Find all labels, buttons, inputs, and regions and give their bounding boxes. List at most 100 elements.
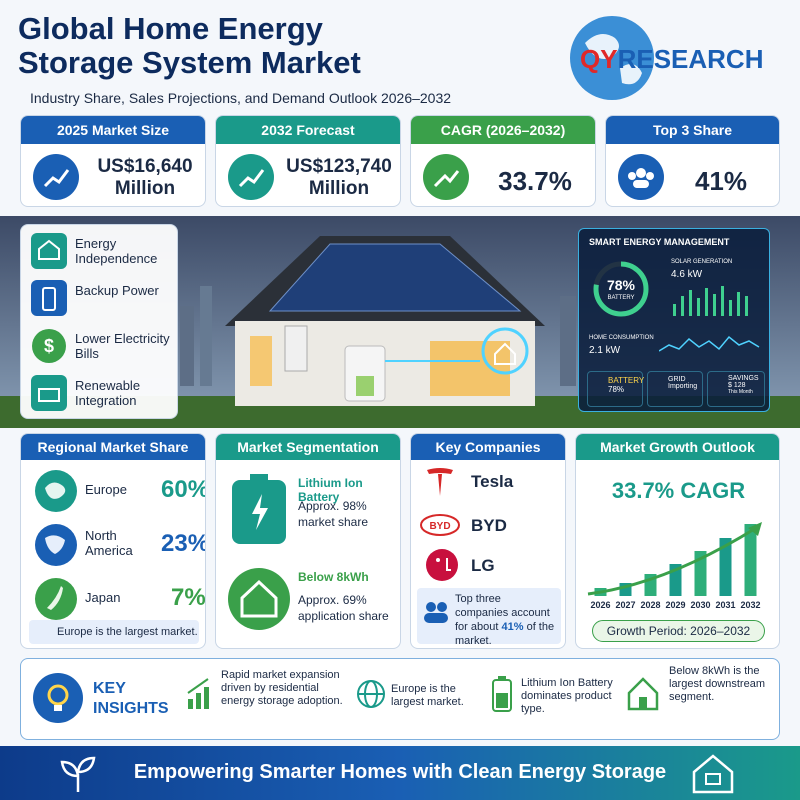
year-label: 2028: [640, 600, 660, 610]
battery-icon: [232, 474, 286, 544]
title-line: Storage System Market: [18, 45, 361, 80]
region: Japan: [85, 590, 121, 605]
period: Growth Period: 2026–2032: [592, 620, 765, 642]
home-value: 2.1 kW: [589, 345, 621, 356]
note-highlight: 41%: [501, 621, 524, 633]
icon: [228, 154, 274, 200]
home-line: [659, 335, 760, 352]
tile-label: GRID: [668, 376, 686, 383]
svg-text:BYD: BYD: [429, 521, 450, 532]
icon: [423, 154, 469, 200]
tile: GRID Importing: [647, 371, 703, 407]
map-icon: [35, 470, 77, 512]
stat-label: 2025 Market Size: [21, 116, 205, 144]
year-label: 2032: [740, 600, 760, 610]
stat-label: Top 3 Share: [606, 116, 779, 144]
stat-card: CAGR (2026–2032) 33.7%: [410, 115, 596, 207]
note-text: of the market.: [455, 621, 555, 647]
region: Europe: [85, 482, 127, 497]
segment-name: Lithium Ion Battery: [298, 476, 363, 504]
solar-label: SOLAR GENERATION: [671, 259, 733, 265]
lg-logo: [426, 549, 458, 581]
growth-bar: [719, 538, 732, 596]
panel-title: Market Segmentation: [216, 434, 400, 460]
tesla-logo: [427, 468, 453, 496]
insights-heading: KEY INSIGHTS: [93, 680, 169, 717]
company: BYD: [471, 516, 507, 535]
leaf-icon: [60, 756, 96, 792]
icon: $: [32, 329, 66, 363]
panel-title: Market Growth Outlook: [576, 434, 779, 460]
segmentation-panel: Market Segmentation Lithium Ion Battery …: [215, 433, 401, 649]
benefit: Renewable Integration: [31, 375, 171, 417]
note-text: Top three companies account for about: [455, 593, 550, 633]
battery-pct: 78%: [606, 277, 636, 293]
trend-arrow: [587, 526, 757, 596]
year-label: 2030: [690, 600, 710, 610]
tile-label: BATTERY: [608, 376, 645, 385]
footer: Empowering Smarter Homes with Clean Ener…: [0, 746, 800, 800]
headline: 33.7% CAGR: [611, 478, 746, 503]
benefit-text: Renewable Integration: [75, 378, 141, 408]
people-icon: [424, 602, 448, 623]
year-label: 2029: [665, 600, 685, 610]
tile: BATTERY 78%: [587, 371, 645, 407]
company: Tesla: [471, 472, 514, 491]
stat-number: US$123,740: [286, 156, 392, 177]
growth-bar: [694, 551, 707, 596]
growth-bar: [744, 524, 757, 596]
benefits-panel: Energy Independence Backup Power $ Lower …: [20, 224, 178, 419]
tile-label: SAVINGS: [728, 375, 759, 382]
stat-label: 2032 Forecast: [216, 116, 400, 144]
growth-chart: 2032 2031 2030 2029 2028 2027 2026: [587, 522, 762, 610]
year-label: 2027: [615, 600, 635, 610]
bulb-icon: [33, 673, 83, 723]
note: Europe is the largest market.: [29, 620, 199, 644]
stat-value: 41%: [694, 166, 748, 196]
benefit-text: Backup Power: [75, 283, 159, 298]
stat-label: CAGR (2026–2032): [411, 116, 595, 144]
panel-title: Key Companies: [411, 434, 565, 460]
tile-value: $ 128: [728, 382, 746, 389]
region: North America: [85, 528, 133, 558]
icon: [618, 154, 664, 200]
battery-ring: [593, 261, 649, 317]
tile-value: 78%: [608, 385, 625, 394]
year-label: 2026: [590, 600, 610, 610]
insight: Lithium Ion Battery dominates product ty…: [521, 677, 613, 715]
share: 23%: [161, 530, 206, 557]
insight: Rapid market expansion driven by residen…: [221, 669, 343, 707]
tile-note: This Month: [728, 389, 753, 395]
title-line: Global Home Energy: [18, 11, 323, 46]
stat-card: Top 3 Share 41%: [605, 115, 780, 207]
regional-panel: Regional Market Share Europe 60% North A…: [20, 433, 206, 649]
dashboard: SMART ENERGY MANAGEMENT 78% BATTERY SOLA…: [578, 228, 770, 412]
insight: Below 8kWh is the largest downstream seg…: [669, 665, 765, 703]
segment-desc: Approx. 98% market share: [298, 499, 369, 529]
map-icon: [35, 524, 77, 566]
house-icon: [228, 568, 290, 630]
year-label: 2031: [715, 600, 735, 610]
benefit-text: Energy Independence: [75, 236, 158, 266]
insight-icon: [492, 676, 512, 712]
stat-value: 33.7%: [498, 166, 572, 196]
house-icon: [692, 754, 734, 794]
company: LG: [471, 556, 495, 575]
companies-panel: Key Companies Tesla BYD BYD LG Top three…: [410, 433, 566, 649]
dashboard-title: SMART ENERGY MANAGEMENT: [589, 237, 730, 247]
stat-value: US$123,740 Million: [276, 156, 400, 200]
home-label: HOME CONSUMPTION: [589, 335, 654, 341]
tile: SAVINGS $ 128 This Month: [707, 371, 765, 407]
stat-unit: Million: [114, 178, 176, 199]
insight: Europe is the largest market.: [391, 683, 464, 708]
insight-icon: [357, 680, 385, 708]
map-icon: [35, 578, 77, 620]
segment-name: Below 8kWh: [298, 570, 369, 584]
stat-card: 2025 Market Size US$16,640 Million: [20, 115, 206, 207]
panel-title: Regional Market Share: [21, 434, 205, 460]
logo-prefix: QY: [580, 44, 618, 74]
logo: [570, 16, 654, 100]
solar-value: 4.6 kW: [671, 269, 703, 280]
